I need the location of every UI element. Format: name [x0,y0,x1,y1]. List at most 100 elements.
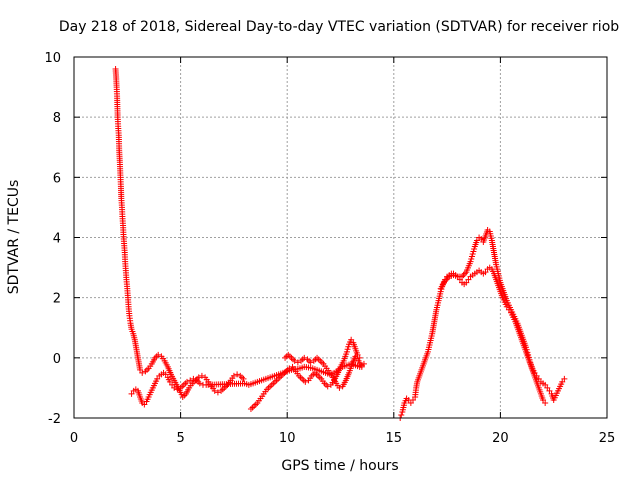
data-point [144,366,151,373]
y-tick-label: 6 [53,171,61,186]
data-point [467,258,474,265]
data-point [137,366,144,373]
data-point [230,372,237,379]
data-point [473,237,480,244]
data-point [180,381,187,388]
data-point [195,374,202,381]
data-point [324,383,331,390]
data-point [409,396,416,403]
data-point [286,365,293,372]
data-point [252,401,259,408]
data-point [182,380,189,387]
data-point [561,375,568,382]
data-point [348,336,355,343]
data-point [523,346,530,353]
data-point [174,386,181,393]
data-point [460,272,467,279]
data-point [544,384,551,391]
data-point [469,251,476,258]
data-point [358,363,365,370]
data-point [141,401,148,408]
data-point [470,248,477,255]
data-point [247,405,254,412]
data-point [299,375,306,382]
data-point [313,371,320,378]
data-point [471,246,478,253]
data-point [315,372,322,379]
data-point [482,269,489,276]
data-point [155,351,162,358]
data-point [169,381,176,388]
data-point [398,411,405,418]
data-point [275,375,282,382]
data-point [524,349,531,356]
data-point [240,375,247,382]
data-point [198,372,205,379]
data-point [181,392,188,399]
data-point [531,369,538,376]
data-point [271,378,278,385]
data-point [304,356,311,363]
data-point [214,389,221,396]
data-point [317,357,324,364]
data-point [171,384,178,391]
data-point [318,359,325,366]
data-point [265,384,272,391]
data-point [283,368,290,375]
data-point [315,356,322,363]
data-point [183,378,190,385]
data-point [196,380,203,387]
data-point [290,356,297,363]
data-point [211,387,218,394]
data-point [294,359,301,366]
data-point [542,381,549,388]
data-point [142,368,149,375]
data-point [310,357,317,364]
x-tick-label: 10 [279,431,296,446]
data-point [190,375,197,382]
data-point [522,344,529,351]
y-tick-labels: -2 0 2 4 6 8 10 [44,51,61,427]
data-point [336,384,343,391]
data-point [525,351,532,358]
data-point [288,354,295,361]
y-axis-label: SDTVAR / TECUs [6,180,22,295]
y-tick-label: 4 [53,232,61,247]
data-point [345,343,352,350]
data-point [316,374,323,381]
data-point [463,279,470,286]
x-tick-label: 5 [176,431,184,446]
data-point [307,359,314,366]
data-point [238,374,245,381]
x-tick-labels: 0 5 10 15 20 25 [70,431,615,446]
data-point [286,353,293,360]
x-tick-label: 0 [70,431,78,446]
data-point [302,378,309,385]
data-point [139,369,146,376]
x-tick-label: 20 [492,431,509,446]
data-point [356,354,363,361]
data-point [218,387,225,394]
data-point [267,383,274,390]
data-point [268,381,275,388]
data-point [249,404,256,411]
data-point [360,360,367,367]
data-point [195,378,202,385]
data-point [468,256,475,263]
data-point [301,354,308,361]
data-point [162,371,169,378]
data-points [112,66,568,421]
data-point [465,276,472,283]
data-point [251,402,258,409]
data-point [478,236,485,243]
chart-title: Day 218 of 2018, Sidereal Day-to-day VTE… [59,19,619,35]
data-point [407,399,414,406]
data-point [128,390,135,397]
data-point [542,399,549,406]
data-point [559,378,566,385]
data-point [344,346,351,353]
x-tick-label: 25 [599,431,616,446]
y-tick-label: 2 [53,292,61,307]
data-point [154,375,161,382]
